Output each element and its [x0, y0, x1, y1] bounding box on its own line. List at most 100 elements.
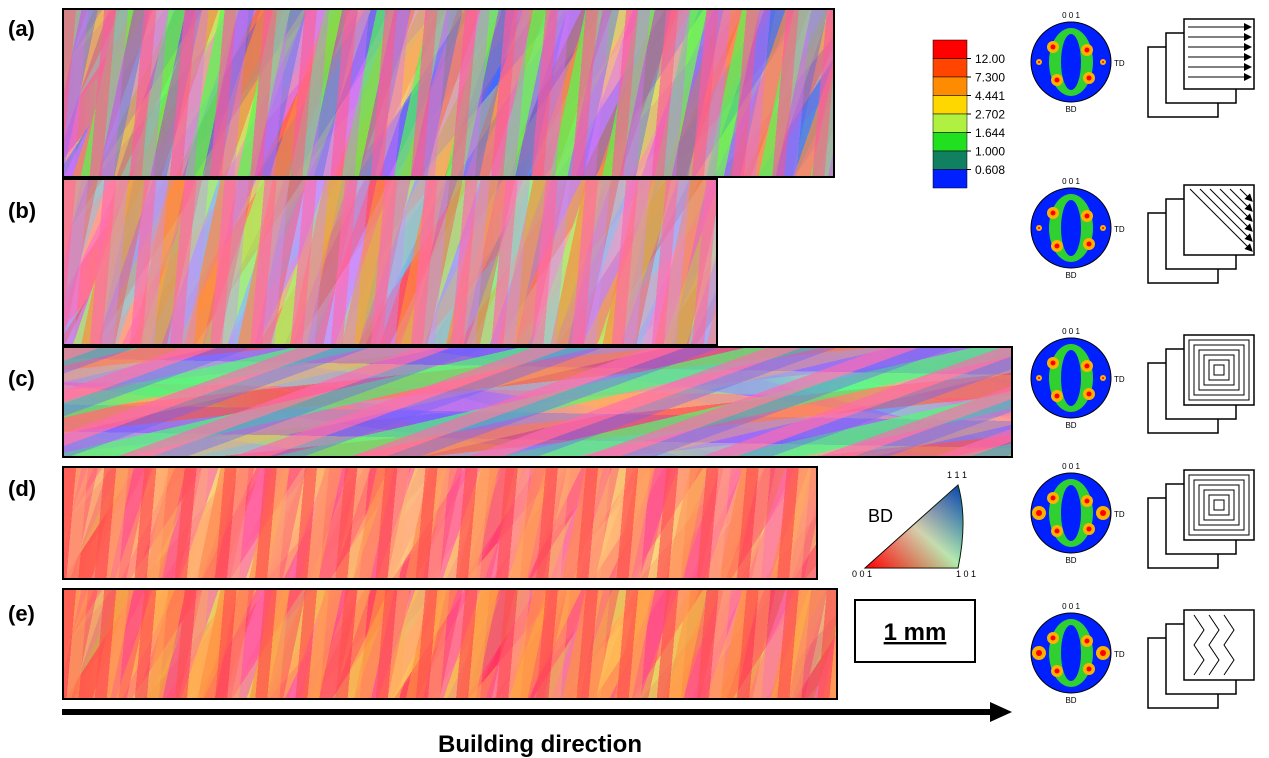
ebsd-map [62, 466, 818, 580]
arrow-head [990, 702, 1012, 722]
pole-figure-texture [1061, 34, 1081, 90]
ipf-corner: 1 0 1 [956, 569, 976, 579]
pole-figure-peak [1084, 47, 1090, 53]
pole-figure-texture [1061, 200, 1081, 256]
scan-path [1193, 344, 1245, 396]
scan-path [1213, 364, 1225, 376]
panel-label: (b) [8, 198, 37, 223]
pole-label: 0 0 1 [1062, 462, 1080, 471]
pole-figure-peak [1084, 638, 1090, 644]
colorbar-label: 7.300 [975, 71, 1005, 85]
pole-label: 0 0 1 [1062, 11, 1080, 20]
scan-path [1203, 489, 1235, 521]
scan-path [1208, 494, 1230, 516]
colorbar-label: 1.644 [975, 126, 1005, 140]
pole-figure-peak [1050, 360, 1056, 366]
scan-path [1189, 188, 1253, 252]
pole-figure-peak [1050, 210, 1056, 216]
scan-path [1188, 339, 1250, 401]
ipf-shade [865, 485, 963, 568]
pole-figure-texture [1061, 350, 1081, 406]
scan-path [1213, 499, 1225, 511]
scan-path [1193, 614, 1205, 676]
pole-figure-peak [1086, 526, 1092, 532]
pole-figure-peak [1084, 363, 1090, 369]
pole-figure-peak [1036, 650, 1042, 656]
pole-figure-texture [1061, 485, 1081, 541]
pole-label: BD [1065, 556, 1076, 565]
pole-figure-peak [1036, 510, 1042, 516]
pole-figure-peak [1050, 635, 1056, 641]
ipf-axis: BD [868, 506, 893, 526]
panel-label: (c) [8, 366, 35, 391]
scale-box [854, 599, 976, 663]
pole-figure-peak [1054, 77, 1060, 83]
scan-path [1209, 188, 1253, 232]
colorbar-label: 0.608 [975, 163, 1005, 177]
panel-label: (a) [8, 16, 35, 41]
colorbar-label: 4.441 [975, 89, 1005, 103]
pole-figure-peak [1050, 44, 1056, 50]
pole-label: BD [1065, 105, 1076, 114]
scan-layer [1183, 18, 1255, 90]
pole-figure-peak [1086, 241, 1092, 247]
scan-layer [1183, 609, 1255, 681]
pole-figure-peak [1050, 495, 1056, 501]
pole-figure-peak [1054, 668, 1060, 674]
scan-path [1208, 614, 1220, 676]
scan-path [1198, 484, 1240, 526]
scan-path [1193, 479, 1245, 531]
scan-layer [1183, 469, 1255, 541]
pole-figure-peak [1054, 243, 1060, 249]
ebsd-map [62, 178, 718, 346]
scan-path [1219, 188, 1253, 222]
pole-figure-peak [1038, 61, 1040, 63]
scale-label: 1 mm [884, 619, 947, 646]
pole-figure-peak [1100, 650, 1106, 656]
scan-path [1229, 188, 1253, 212]
scan-path [1208, 359, 1230, 381]
pole-label: 0 0 1 [1062, 602, 1080, 611]
pole-label: TD [1114, 375, 1125, 384]
scan-path [1223, 614, 1235, 676]
pole-figure-peak [1086, 75, 1092, 81]
colorbar-block [932, 76, 968, 96]
pole-figure-peak [1100, 510, 1106, 516]
pole-figure-texture [1061, 625, 1081, 681]
ebsd-map [62, 8, 835, 178]
panel-label: (d) [8, 476, 37, 501]
pole-figure-peak [1038, 227, 1040, 229]
colorbar-block [932, 169, 968, 189]
colorbar-label: 1.000 [975, 145, 1005, 159]
pole-label: TD [1114, 225, 1125, 234]
colorbar-block [932, 113, 968, 133]
colorbar-block [932, 39, 968, 59]
pole-label: TD [1114, 650, 1125, 659]
pole-label: 0 0 1 [1062, 327, 1080, 336]
scan-path [1198, 349, 1240, 391]
pole-figure-peak [1084, 213, 1090, 219]
pole-figure-peak [1102, 377, 1104, 379]
ebsd-map [62, 588, 838, 700]
pole-figure-peak [1102, 61, 1104, 63]
scan-layer [1183, 184, 1255, 256]
pole-label: TD [1114, 510, 1125, 519]
pole-figure-peak [1054, 528, 1060, 534]
pole-figure-peak [1038, 377, 1040, 379]
colorbar-label: 2.702 [975, 108, 1005, 122]
colorbar-block [932, 150, 968, 170]
scan-path [1199, 188, 1253, 242]
scan-path [1203, 354, 1235, 386]
scan-path [1239, 188, 1253, 202]
pole-label: TD [1114, 59, 1125, 68]
colorbar-block [932, 132, 968, 152]
arrow-label: Building direction [438, 731, 642, 758]
scan-path [1188, 474, 1250, 536]
scan-layer [1183, 334, 1255, 406]
pole-figure-peak [1054, 393, 1060, 399]
colorbar-block [932, 58, 968, 78]
colorbar-block [932, 95, 968, 115]
pole-label: BD [1065, 421, 1076, 430]
pole-label: BD [1065, 271, 1076, 280]
ipf-corner: 1 1 1 [947, 470, 967, 480]
